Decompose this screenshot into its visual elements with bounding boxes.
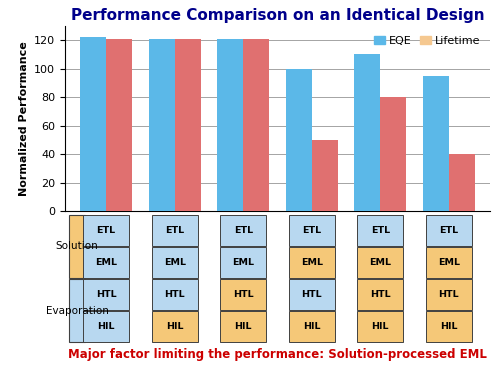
Text: EML: EML — [370, 258, 392, 267]
Bar — [354, 54, 380, 211]
Bar — [312, 140, 338, 211]
Y-axis label: Normalized Performance: Normalized Performance — [18, 41, 28, 196]
Text: HTL: HTL — [233, 290, 254, 299]
Bar — [423, 76, 449, 211]
Text: EML: EML — [438, 258, 460, 267]
FancyBboxPatch shape — [220, 247, 266, 278]
FancyBboxPatch shape — [288, 215, 335, 246]
Text: HIL: HIL — [303, 322, 320, 331]
FancyBboxPatch shape — [426, 312, 472, 342]
Text: ETL: ETL — [302, 226, 322, 235]
Bar — [174, 39, 201, 211]
FancyBboxPatch shape — [152, 247, 198, 278]
Text: HIL: HIL — [372, 322, 389, 331]
Bar — [80, 37, 106, 211]
Text: HIL: HIL — [440, 322, 458, 331]
FancyBboxPatch shape — [220, 312, 266, 342]
FancyBboxPatch shape — [152, 279, 198, 310]
Text: EML: EML — [164, 258, 186, 267]
Title: Performance Comparison on an Identical Design: Performance Comparison on an Identical D… — [70, 9, 484, 23]
Bar — [217, 39, 243, 211]
Bar — [449, 154, 475, 211]
Bar — [243, 39, 270, 211]
FancyBboxPatch shape — [288, 247, 335, 278]
Text: HIL: HIL — [234, 322, 252, 331]
Bar — [286, 68, 312, 211]
FancyBboxPatch shape — [83, 247, 129, 278]
FancyBboxPatch shape — [220, 215, 266, 246]
Text: EML: EML — [232, 258, 254, 267]
FancyBboxPatch shape — [426, 247, 472, 278]
FancyBboxPatch shape — [152, 312, 198, 342]
FancyBboxPatch shape — [358, 215, 404, 246]
FancyBboxPatch shape — [69, 215, 84, 278]
FancyBboxPatch shape — [83, 279, 129, 310]
FancyBboxPatch shape — [426, 279, 472, 310]
FancyBboxPatch shape — [358, 312, 404, 342]
FancyBboxPatch shape — [83, 215, 129, 246]
Text: HTL: HTL — [438, 290, 459, 299]
Text: ETL: ETL — [371, 226, 390, 235]
Text: HIL: HIL — [98, 322, 115, 331]
Text: Solution: Solution — [56, 241, 98, 251]
FancyBboxPatch shape — [152, 215, 198, 246]
FancyBboxPatch shape — [358, 247, 404, 278]
Bar — [106, 39, 132, 211]
FancyBboxPatch shape — [358, 279, 404, 310]
Text: HTL: HTL — [302, 290, 322, 299]
Text: HIL: HIL — [166, 322, 184, 331]
Legend: EQE, Lifetime: EQE, Lifetime — [370, 31, 484, 50]
Text: EML: EML — [95, 258, 117, 267]
Text: HTL: HTL — [164, 290, 185, 299]
Text: ETL: ETL — [440, 226, 458, 235]
Text: HTL: HTL — [96, 290, 116, 299]
Text: Major factor limiting the performance: Solution-processed EML: Major factor limiting the performance: S… — [68, 348, 487, 361]
FancyBboxPatch shape — [288, 312, 335, 342]
Text: EML: EML — [301, 258, 323, 267]
FancyBboxPatch shape — [83, 312, 129, 342]
Text: ETL: ETL — [96, 226, 116, 235]
Text: Evaporation: Evaporation — [46, 306, 108, 316]
FancyBboxPatch shape — [288, 279, 335, 310]
Bar — [148, 39, 174, 211]
Text: ETL: ETL — [165, 226, 184, 235]
FancyBboxPatch shape — [69, 279, 84, 342]
FancyBboxPatch shape — [426, 215, 472, 246]
FancyBboxPatch shape — [220, 279, 266, 310]
Text: ETL: ETL — [234, 226, 253, 235]
Bar — [380, 97, 406, 211]
Text: HTL: HTL — [370, 290, 390, 299]
